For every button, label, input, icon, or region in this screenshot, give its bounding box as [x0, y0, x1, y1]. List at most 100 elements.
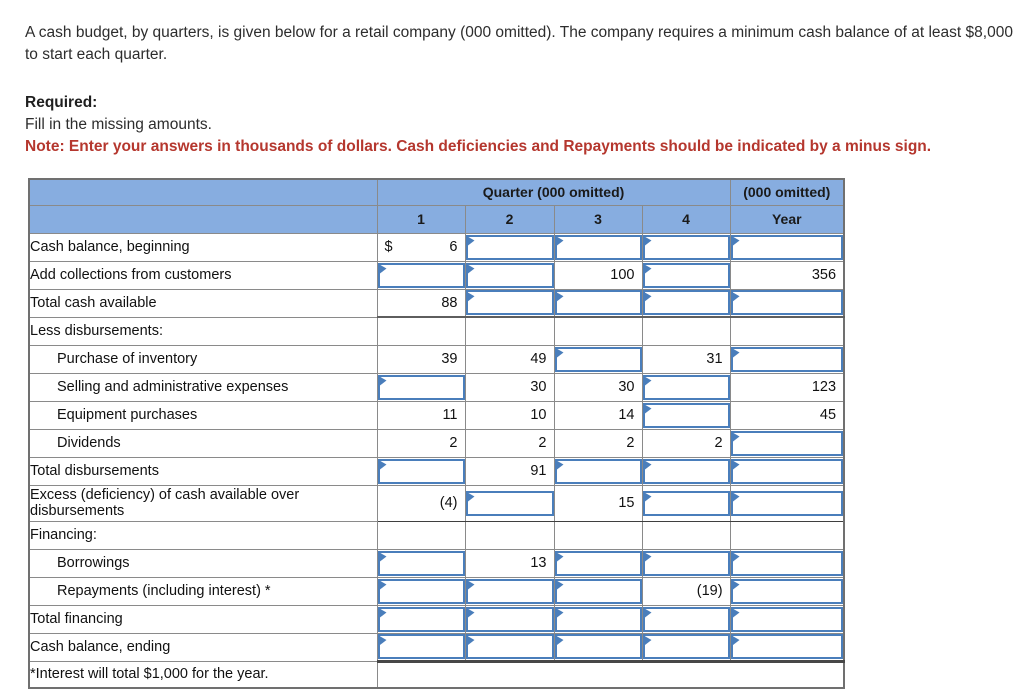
answer-cell: [553, 456, 643, 486]
answer-cell-input[interactable]: [466, 606, 553, 632]
answer-cell-input[interactable]: [555, 634, 641, 658]
table-body: Cash balance, beginning $6 Add collections…: [28, 232, 845, 689]
answer-cell-input[interactable]: [731, 234, 844, 260]
cell-value: 30: [555, 379, 641, 395]
table-row: Dividends 2 2 2 2: [28, 428, 845, 458]
answer-cell-input[interactable]: [643, 234, 730, 260]
blank-cell: [376, 316, 466, 346]
quarter-group-header: Quarter (000 omitted): [376, 178, 731, 206]
answer-cell-input[interactable]: [731, 290, 844, 315]
answer-cell-input[interactable]: [555, 458, 641, 484]
value-text: 13: [530, 555, 547, 571]
answer-cell: [729, 576, 845, 606]
input-flag-icon: [732, 348, 740, 358]
static-value-cell: 30: [553, 372, 643, 402]
answer-cell-input[interactable]: [466, 634, 553, 658]
answer-cell-input[interactable]: [378, 634, 464, 658]
answer-cell: [729, 288, 845, 318]
input-flag-icon: [644, 460, 652, 470]
static-value-cell: $6: [376, 232, 466, 262]
answer-cell-input[interactable]: [731, 490, 844, 516]
answer-cell-input[interactable]: [555, 578, 641, 604]
blank-cell: [464, 316, 555, 346]
answer-cell-input[interactable]: [731, 606, 844, 632]
answer-cell-input[interactable]: [643, 550, 730, 576]
cell-value: 30: [466, 379, 553, 395]
value-text: 45: [819, 407, 837, 423]
row-label: Selling and administrative expenses: [28, 372, 378, 402]
blank-cell: [641, 520, 731, 550]
row-label: Borrowings: [28, 548, 378, 578]
answer-cell-input[interactable]: [643, 458, 730, 484]
static-value-cell: 100: [553, 260, 643, 290]
answer-cell: [641, 260, 731, 290]
answer-cell: [376, 260, 466, 290]
answer-cell-input[interactable]: [643, 402, 730, 428]
answer-cell-input[interactable]: [378, 458, 464, 484]
answer-cell-input[interactable]: [555, 346, 641, 372]
answer-cell-input[interactable]: [731, 578, 844, 604]
blank-cell: [464, 520, 555, 550]
quarter-4-header: 4: [641, 204, 731, 234]
input-flag-icon: [732, 608, 740, 618]
row-label: Total disbursements: [28, 456, 378, 486]
row-label: Cash balance, beginning: [28, 232, 378, 262]
cell-value: 2: [378, 435, 464, 451]
answer-cell-input[interactable]: [466, 262, 553, 288]
answer-cell-input[interactable]: [643, 262, 730, 288]
static-value-cell: 39: [376, 344, 466, 374]
answer-cell-input[interactable]: [378, 550, 464, 576]
answer-cell-input[interactable]: [731, 550, 844, 576]
answer-cell-input[interactable]: [731, 430, 844, 456]
static-value-cell: 2: [376, 428, 466, 458]
answer-cell: [376, 604, 466, 634]
answer-cell-input[interactable]: [378, 374, 464, 400]
cell-value: 15: [555, 495, 641, 511]
input-flag-icon: [732, 432, 740, 442]
input-flag-icon: [556, 348, 564, 358]
note-text: Note: Enter your answers in thousands of…: [25, 138, 932, 155]
cell-value: 100: [555, 267, 641, 283]
answer-cell: [464, 632, 555, 663]
answer-cell-input[interactable]: [731, 346, 844, 372]
answer-cell-input[interactable]: [466, 234, 553, 260]
answer-cell-input[interactable]: [555, 234, 641, 260]
answer-cell-input[interactable]: [466, 290, 553, 315]
answer-cell-input[interactable]: [555, 550, 641, 576]
static-value-cell: 14: [553, 400, 643, 430]
answer-cell: [376, 456, 466, 486]
cell-value: 39: [378, 351, 464, 367]
cell-value: 356: [731, 267, 843, 283]
problem-statement: A cash budget, by quarters, is given bel…: [25, 22, 1015, 158]
table-row: Total cash available 88: [28, 288, 845, 318]
answer-cell: [729, 232, 845, 262]
value-text: (19): [696, 583, 723, 599]
answer-cell-input[interactable]: [466, 578, 553, 604]
answer-cell-input[interactable]: [731, 458, 844, 484]
input-flag-icon: [556, 460, 564, 470]
input-flag-icon: [732, 636, 740, 646]
answer-cell-input[interactable]: [643, 290, 730, 315]
answer-cell-input[interactable]: [643, 606, 730, 632]
answer-cell-input[interactable]: [466, 490, 553, 516]
table-row: Purchase of inventory 39 49 31: [28, 344, 845, 374]
table-row: Equipment purchases 11 10 14 45: [28, 400, 845, 430]
row-label: Total financing: [28, 604, 378, 634]
answer-cell-input[interactable]: [555, 606, 641, 632]
answer-cell-input[interactable]: [731, 634, 844, 658]
answer-cell-input[interactable]: [378, 606, 464, 632]
answer-cell: [641, 372, 731, 402]
table-row: Add collections from customers 100 356: [28, 260, 845, 290]
answer-cell-input[interactable]: [643, 374, 730, 400]
row-label: Financing:: [28, 520, 378, 550]
header-label-spacer: [28, 178, 378, 206]
value-text: 30: [530, 379, 547, 395]
answer-cell-input[interactable]: [378, 262, 464, 288]
header-group-row: Quarter (000 omitted) (000 omitted): [28, 178, 845, 206]
answer-cell-input[interactable]: [555, 290, 641, 315]
row-label: Purchase of inventory: [28, 344, 378, 374]
answer-cell-input[interactable]: [643, 634, 730, 658]
answer-cell-input[interactable]: [643, 490, 730, 516]
answer-cell: [729, 484, 845, 522]
answer-cell-input[interactable]: [378, 578, 464, 604]
